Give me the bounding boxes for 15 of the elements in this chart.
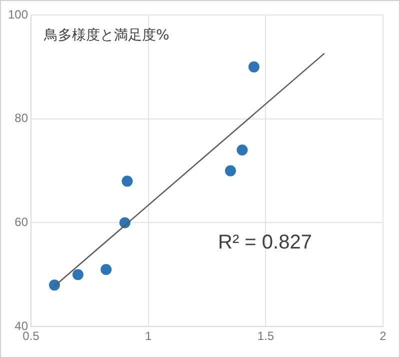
point bbox=[48, 280, 60, 291]
point bbox=[224, 165, 236, 176]
text: 鳥多様度と満足度% bbox=[43, 28, 170, 44]
point bbox=[248, 61, 260, 72]
point bbox=[236, 144, 248, 156]
y-tick-label: 60 bbox=[14, 215, 28, 230]
point bbox=[122, 176, 133, 187]
x-tick-label: 2 bbox=[380, 329, 387, 344]
x-tick-label: 1 bbox=[145, 329, 152, 344]
annotation: R² = 0.827 bbox=[218, 232, 312, 254]
y-tick-label: 80 bbox=[14, 111, 28, 126]
point bbox=[72, 269, 84, 280]
y-tick-label: 100 bbox=[8, 7, 28, 22]
point bbox=[100, 264, 112, 275]
x-tick-label: 1.5 bbox=[257, 329, 274, 344]
